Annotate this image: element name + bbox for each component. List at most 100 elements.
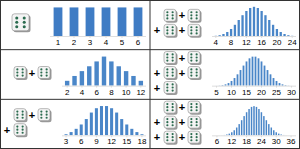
pip [190,32,192,34]
pip [166,71,168,73]
pip [190,14,192,16]
bar [75,129,78,136]
bar [248,109,249,135]
pip [166,29,168,31]
pip [190,68,192,70]
bar [291,85,293,86]
pip [166,17,168,19]
bar [246,61,248,85]
plus-sign: + [179,116,185,128]
bar [266,120,267,135]
pip [46,117,48,119]
bar [285,85,287,86]
pip [196,109,198,111]
x-tick-label: 4 [80,88,85,97]
pip [46,114,48,116]
pip [16,129,18,131]
pip [190,109,192,111]
bar [231,81,233,86]
bar [246,112,247,135]
pip [172,14,174,16]
pip [172,71,174,73]
pip [172,75,174,77]
bar [291,35,293,36]
bar [253,106,254,135]
bar [257,8,259,36]
pip [190,71,192,73]
pip [190,139,192,141]
pip [172,53,174,55]
plot-area [54,7,143,36]
pip [172,103,174,105]
bar [109,61,113,85]
bar [241,120,242,135]
x-tick-label: 15 [242,88,251,97]
die-face [38,109,50,121]
pip [166,60,168,62]
bar [273,130,274,135]
bar [54,7,63,36]
bar [230,29,232,36]
bar [124,71,128,86]
bar [276,29,278,36]
bar [283,134,284,135]
die [14,124,28,137]
pip [196,103,198,105]
x-tick-label: 5 [120,38,125,47]
x-tick-label: 18 [137,137,146,146]
bar [216,85,218,86]
pip [196,68,198,70]
pip [172,139,174,141]
bar [102,57,106,86]
bar [86,7,95,36]
x-tick-label: 2 [65,88,70,97]
bar [238,20,240,36]
die-face [38,67,50,79]
bar [264,15,266,36]
panel: +24681012 [14,57,146,97]
pip [196,11,198,13]
pip [166,68,168,70]
bar [260,11,262,36]
x-axis [212,36,296,37]
die-face [164,131,176,143]
pip [166,90,168,92]
panel: +++++61218243036 [154,101,296,146]
bar [288,135,289,136]
bar [215,35,217,36]
pip [172,17,174,19]
pip [196,56,198,58]
background [0,0,300,149]
bar [236,128,237,136]
die [164,82,178,96]
bar [283,34,285,36]
bar [243,116,244,135]
plus-sign: + [29,109,35,121]
pip [190,26,192,28]
die-face [164,67,176,79]
pip [16,110,18,112]
pip [166,109,168,111]
die [164,24,178,38]
pip [22,117,24,119]
pip [166,75,168,77]
bar [278,134,279,136]
x-tick-label: 30 [287,88,296,97]
pip [190,103,192,105]
x-tick-label: 3 [88,38,93,47]
pip [40,68,42,70]
x-tick-label: 20 [272,38,281,47]
bar [264,66,266,86]
pip [40,114,42,116]
bar [125,124,128,135]
pip [172,133,174,135]
die-face [188,116,200,128]
pip [196,17,198,19]
die [12,14,31,33]
bar [258,58,260,85]
pip [172,136,174,138]
pip [166,121,168,123]
pip [46,68,48,70]
bar [243,66,245,86]
bar [255,57,257,86]
